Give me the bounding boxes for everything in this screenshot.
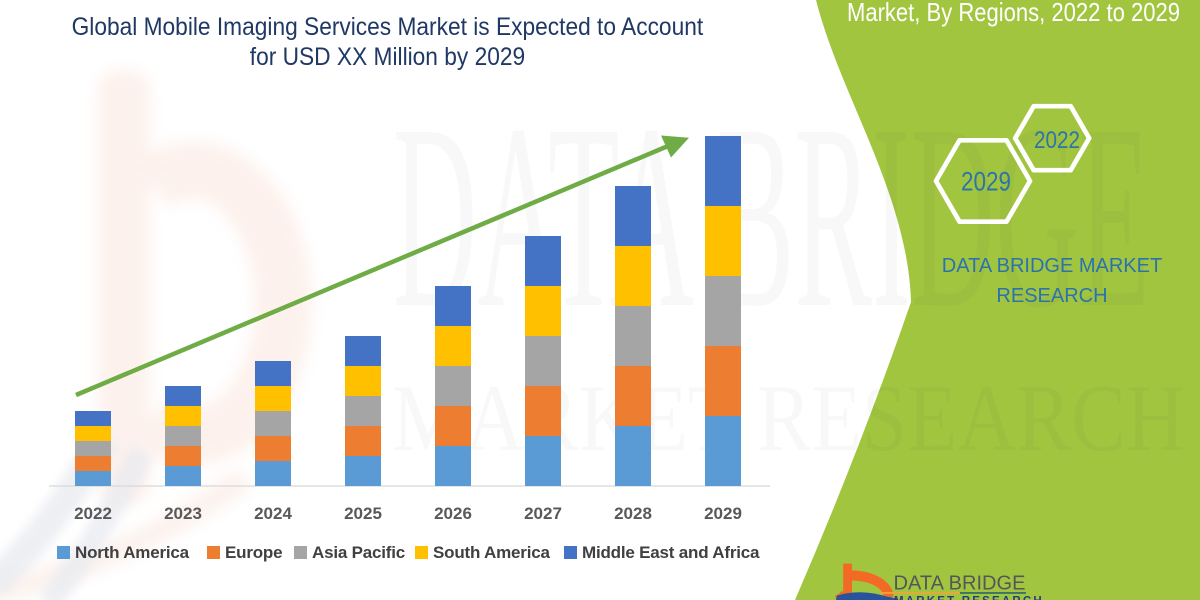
svg-text:MARKET RESEARCH: MARKET RESEARCH [392, 365, 1185, 471]
svg-text:MARKET RESEARCH: MARKET RESEARCH [894, 596, 1044, 600]
svg-text:2022: 2022 [1034, 127, 1080, 154]
svg-text:2029: 2029 [961, 167, 1011, 197]
svg-text:DATA BRIDGE: DATA BRIDGE [393, 71, 1150, 363]
svg-text:DATA BRIDGE: DATA BRIDGE [894, 573, 1026, 595]
